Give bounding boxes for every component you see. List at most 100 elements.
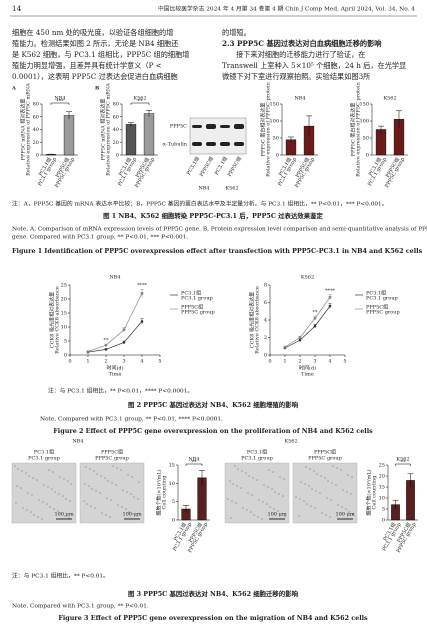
data-point bbox=[298, 336, 302, 339]
cell-dot bbox=[324, 477, 326, 479]
cell-dot bbox=[319, 492, 321, 494]
cell-dot bbox=[267, 486, 269, 488]
cell-dot bbox=[132, 513, 134, 515]
data-point bbox=[328, 304, 332, 308]
cell-dot bbox=[269, 506, 271, 508]
y-tick-label: 10 bbox=[61, 325, 67, 331]
y-tick-label: 20 bbox=[33, 140, 39, 146]
cell-dot bbox=[53, 508, 55, 510]
y-tick-label: 100 bbox=[359, 119, 369, 125]
y-tick-label: 15 bbox=[169, 463, 175, 469]
figure-note: Note. A, Comparison of mRNA expression l… bbox=[12, 227, 427, 233]
legend-label: PC3.1组 bbox=[181, 290, 201, 297]
chart-title: NB4 bbox=[54, 96, 65, 102]
image-label: PC3.1 group bbox=[241, 456, 273, 462]
cell-dot bbox=[272, 471, 274, 473]
figure-note: gene. Compared with PC3.1 group, ** P<0.… bbox=[12, 235, 188, 241]
cell-dot bbox=[47, 486, 49, 488]
y-tick-label: 15 bbox=[379, 485, 385, 491]
cell-dot bbox=[234, 465, 236, 467]
data-point bbox=[104, 343, 108, 347]
data-line bbox=[284, 305, 331, 349]
x-axis-label: Time bbox=[109, 372, 122, 378]
cell-dot bbox=[38, 499, 40, 501]
y-axis-label: Relative CCK8 absorbance bbox=[255, 286, 261, 354]
micrograph bbox=[11, 462, 77, 524]
error-bar bbox=[66, 111, 72, 120]
y-axis-label: Relative expression of PPP5C mRNA bbox=[106, 83, 112, 176]
cell-dot bbox=[131, 476, 133, 478]
chart-title: NB4 bbox=[188, 457, 199, 463]
cell-dot bbox=[67, 480, 69, 482]
cell-dot bbox=[236, 485, 238, 487]
x-axis-label: 时间(d) bbox=[106, 365, 123, 372]
body-line: 0.0001），这表明 PPP5C 过表达会促进白血病细胞 bbox=[12, 72, 178, 81]
chart-title: K562 bbox=[301, 275, 314, 281]
bar bbox=[63, 115, 75, 156]
cell-dot bbox=[314, 507, 316, 509]
data-point bbox=[86, 350, 90, 353]
cell-dot bbox=[116, 467, 118, 469]
cell-dot bbox=[257, 516, 259, 518]
chart-title: K562 bbox=[133, 96, 146, 102]
cell-dot bbox=[138, 481, 140, 483]
cell-dot bbox=[335, 484, 337, 486]
cell-dot bbox=[15, 502, 17, 504]
y-axis-label: Cell counting bbox=[372, 475, 378, 510]
data-point bbox=[313, 316, 317, 320]
cell-dot bbox=[70, 483, 72, 485]
cell-dot bbox=[271, 488, 273, 490]
cell-dot bbox=[91, 488, 93, 490]
significance-label: **** bbox=[137, 283, 148, 289]
cell-dot bbox=[115, 484, 117, 486]
cell-dot bbox=[17, 468, 19, 470]
data-line bbox=[87, 293, 143, 352]
cell-dot bbox=[261, 518, 263, 520]
figure-caption: Figure 3 Effect of PPP5C gene overexpres… bbox=[58, 614, 368, 622]
cell-dot bbox=[96, 473, 98, 475]
cell-dot bbox=[262, 501, 264, 503]
section-heading: 2.3 PPP5C 基因过表达对白血病细胞迁移的影响 bbox=[222, 39, 381, 48]
cell-dot bbox=[248, 475, 250, 477]
cell-dot bbox=[309, 468, 311, 470]
figure-note: Note. Compared with PC3.1 group, ** P<0.… bbox=[40, 417, 223, 423]
significance-label: ** bbox=[401, 460, 407, 466]
blot-band bbox=[192, 125, 202, 128]
x-axis-label: Time bbox=[301, 372, 314, 378]
y-axis-label: Relative expression of PPP5C protein bbox=[266, 81, 272, 176]
cell-dot bbox=[341, 506, 343, 508]
image-label: PPP5C组 bbox=[314, 449, 336, 456]
cell-dot bbox=[232, 483, 234, 485]
cell-dot bbox=[268, 469, 270, 471]
cell-dot bbox=[348, 511, 350, 513]
cell-dot bbox=[42, 501, 44, 503]
cell-dot bbox=[100, 475, 102, 477]
significance-bracket bbox=[395, 463, 411, 466]
blot-band bbox=[192, 142, 202, 146]
y-tick-label: 10 bbox=[169, 481, 175, 487]
cell-dot bbox=[117, 504, 119, 506]
cell-dot bbox=[273, 508, 275, 510]
scale-label: 100 μm bbox=[54, 512, 73, 518]
significance-bracket bbox=[130, 102, 150, 105]
cell-dot bbox=[247, 492, 249, 494]
body-line: 殖能力。检测结果如图 2 所示，无论是 NB4 细胞还 bbox=[12, 39, 178, 48]
y-tick-label: 0 bbox=[36, 153, 39, 159]
cell-dot bbox=[86, 503, 88, 505]
legend-label: PPP5C组 bbox=[366, 304, 388, 311]
legend-label: PC3.1 group bbox=[366, 296, 398, 302]
y-tick-label: 2 bbox=[264, 335, 267, 341]
cell-dot bbox=[112, 465, 114, 467]
cell-dot bbox=[110, 499, 112, 501]
cell-dot bbox=[337, 504, 339, 506]
cell-dot bbox=[20, 487, 22, 489]
cell-dot bbox=[230, 517, 232, 519]
cell-dot bbox=[126, 491, 128, 493]
cell-dot bbox=[127, 474, 129, 476]
y-tick-label: 60 bbox=[33, 114, 39, 120]
cell-dot bbox=[99, 492, 101, 494]
cell-dot bbox=[235, 502, 237, 504]
y-tick-label: 150 bbox=[359, 102, 369, 108]
y-tick-label: 50 bbox=[273, 136, 279, 142]
